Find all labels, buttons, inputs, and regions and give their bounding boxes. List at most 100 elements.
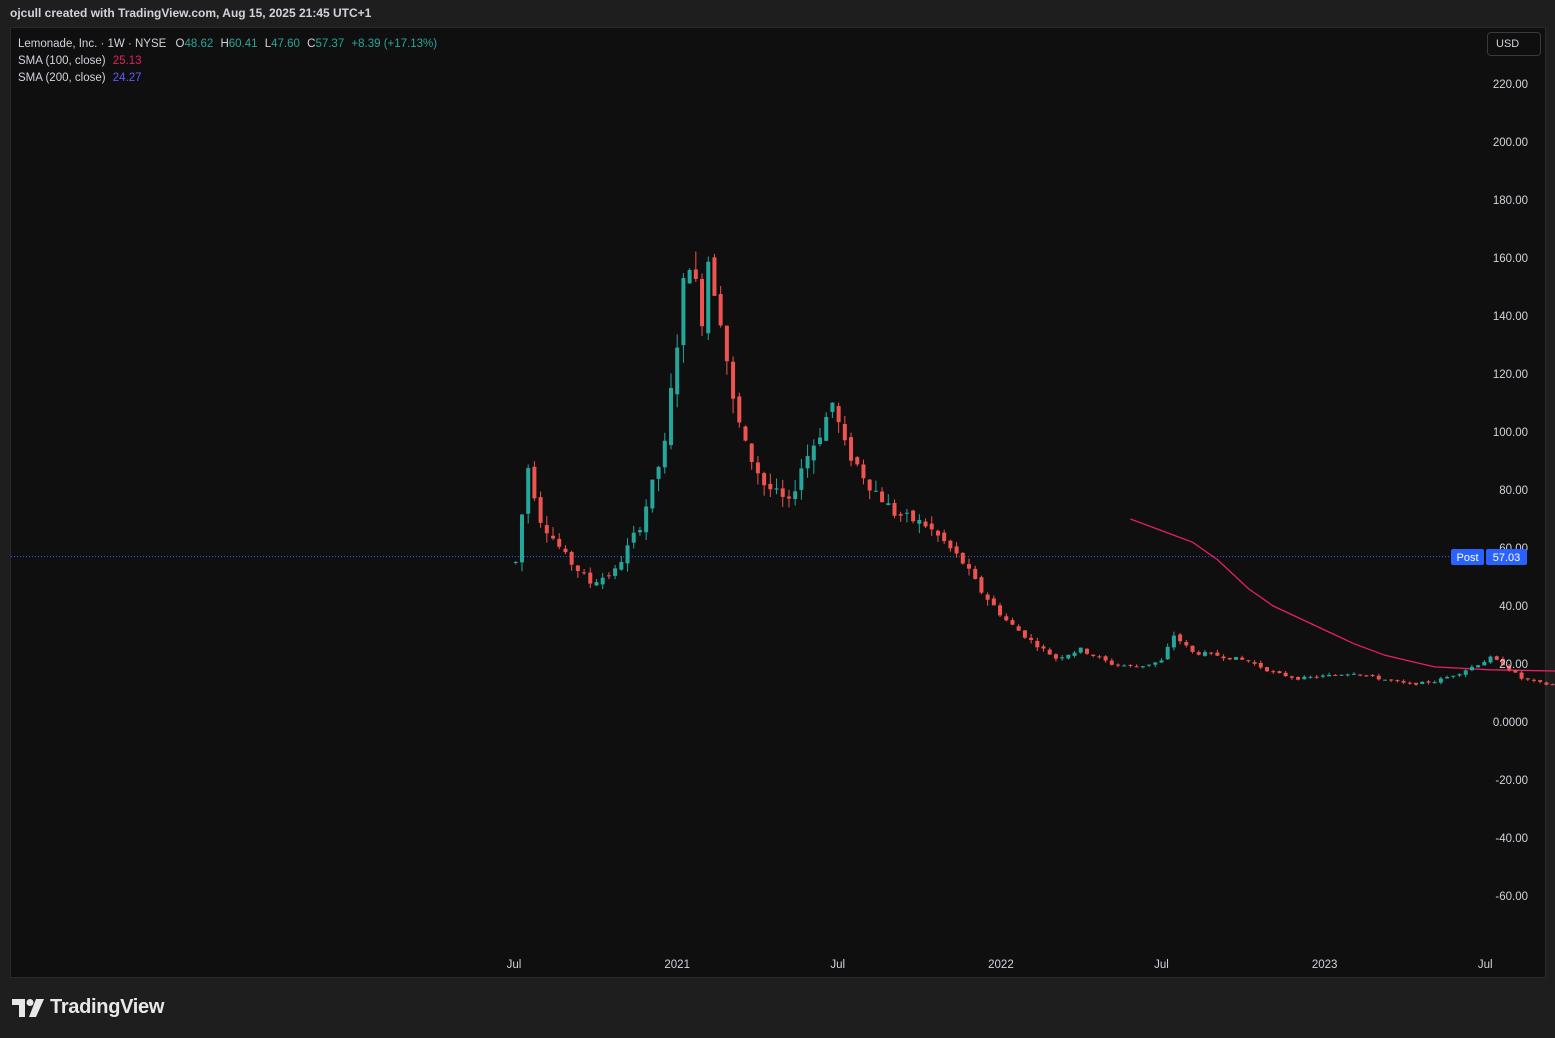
candle-up bbox=[830, 402, 835, 412]
candle-up bbox=[1432, 682, 1437, 684]
candle-up bbox=[1302, 676, 1307, 680]
candle-down bbox=[1532, 679, 1536, 681]
sma200-row[interactable]: SMA (200, close) 24.27 bbox=[18, 70, 437, 87]
candle-down bbox=[712, 257, 717, 296]
candle-down bbox=[867, 479, 872, 491]
candle-down bbox=[1271, 671, 1276, 673]
candle-down bbox=[582, 572, 587, 574]
x-tick-label: 2023 bbox=[1312, 959, 1338, 971]
candle-up bbox=[1482, 661, 1487, 666]
candle-up bbox=[706, 261, 711, 334]
sma100-row[interactable]: SMA (100, close) 25.13 bbox=[18, 53, 437, 70]
candle-up bbox=[619, 561, 624, 570]
candle-down bbox=[1507, 665, 1512, 670]
candle-up bbox=[613, 568, 618, 576]
candle-up bbox=[1159, 660, 1164, 663]
symbol-title: Lemonade, Inc. · 1W · NYSE bbox=[18, 38, 167, 50]
y-tick-label: 80.00 bbox=[1499, 485, 1528, 497]
candle-down bbox=[724, 325, 729, 362]
post-market-label: Post 57.03 bbox=[1451, 549, 1527, 565]
candle-up bbox=[519, 514, 524, 563]
x-tick-label: Jul bbox=[1478, 959, 1493, 971]
sma-lines-group bbox=[1130, 518, 1555, 672]
candle-up bbox=[662, 440, 667, 468]
chart-pane[interactable] bbox=[10, 27, 1546, 978]
close-value: 57.37 bbox=[315, 38, 345, 50]
candle-up bbox=[1202, 652, 1207, 656]
candle-down bbox=[588, 572, 593, 584]
candle-down bbox=[836, 406, 841, 423]
candle-up bbox=[774, 488, 779, 490]
candle-down bbox=[1258, 662, 1263, 668]
candle-up bbox=[1488, 656, 1493, 663]
candle-up bbox=[513, 561, 518, 563]
x-tick-label: Jul bbox=[830, 959, 845, 971]
candle-down bbox=[973, 568, 978, 579]
candle-up bbox=[1072, 652, 1077, 656]
candle-down bbox=[1370, 675, 1375, 677]
sma100-label: SMA (100, close) bbox=[18, 55, 106, 67]
candle-down bbox=[1513, 670, 1518, 673]
chart-attribution: ojcull created with TradingView.com, Aug… bbox=[10, 6, 372, 20]
candle-up bbox=[1438, 678, 1443, 683]
candle-down bbox=[1550, 684, 1555, 686]
chart-legend: Lemonade, Inc. · 1W · NYSE O48.62 H60.41… bbox=[18, 36, 437, 87]
candle-down bbox=[892, 502, 897, 516]
candle-down bbox=[1414, 682, 1419, 685]
candle-up bbox=[1351, 673, 1356, 675]
candle-up bbox=[1233, 657, 1238, 660]
x-tick-label: Jul bbox=[1154, 959, 1169, 971]
symbol-row[interactable]: Lemonade, Inc. · 1W · NYSE O48.62 H60.41… bbox=[18, 36, 437, 53]
candle-down bbox=[1190, 645, 1195, 652]
candle-up bbox=[681, 277, 686, 346]
candle-down bbox=[1296, 676, 1301, 680]
candle-down bbox=[929, 523, 934, 530]
low-value: 47.60 bbox=[271, 38, 300, 50]
candle-down bbox=[1215, 652, 1220, 656]
post-price-value: 57.03 bbox=[1493, 552, 1521, 564]
candle-up bbox=[656, 466, 661, 479]
candle-down bbox=[991, 598, 996, 606]
candle-down bbox=[1500, 658, 1505, 666]
candle-down bbox=[1004, 616, 1009, 621]
candle-up bbox=[917, 519, 922, 524]
currency-button[interactable]: USD bbox=[1487, 32, 1541, 56]
candle-down bbox=[544, 525, 549, 534]
candle-down bbox=[1265, 667, 1270, 672]
candle-up bbox=[1060, 657, 1065, 659]
candle-up bbox=[1147, 664, 1152, 666]
candle-up bbox=[1463, 670, 1468, 675]
y-tick-label: 160.00 bbox=[1493, 253, 1528, 265]
y-tick-label: 140.00 bbox=[1493, 311, 1528, 323]
y-tick-label: 40.00 bbox=[1499, 601, 1528, 613]
candle-up bbox=[1327, 674, 1332, 677]
candle-up bbox=[1339, 674, 1344, 676]
low-label: L bbox=[264, 38, 272, 50]
tradingview-brand[interactable]: TradingView bbox=[12, 996, 164, 1019]
candle-down bbox=[923, 521, 928, 527]
open-label: O bbox=[175, 38, 185, 50]
candle-down bbox=[1494, 656, 1499, 660]
y-tick-label: 220.00 bbox=[1493, 79, 1528, 91]
candle-down bbox=[743, 426, 748, 441]
candle-down bbox=[960, 552, 965, 564]
candle-down bbox=[967, 564, 972, 569]
candle-up bbox=[650, 479, 655, 509]
candle-down bbox=[1134, 666, 1139, 668]
high-label: H bbox=[220, 38, 229, 50]
candle-down bbox=[1389, 679, 1394, 681]
candle-up bbox=[668, 387, 673, 446]
candle-down bbox=[1289, 676, 1294, 678]
candle-down bbox=[1401, 681, 1406, 683]
candle-down bbox=[985, 594, 990, 600]
candle-up bbox=[526, 468, 531, 514]
candle-down bbox=[1010, 620, 1015, 625]
candle-down bbox=[1227, 657, 1232, 660]
candle-down bbox=[538, 497, 543, 523]
candle-down bbox=[942, 532, 947, 542]
candle-down bbox=[880, 491, 885, 503]
candle-down bbox=[755, 462, 760, 474]
candle-down bbox=[1109, 660, 1114, 665]
candle-down bbox=[1426, 681, 1431, 683]
